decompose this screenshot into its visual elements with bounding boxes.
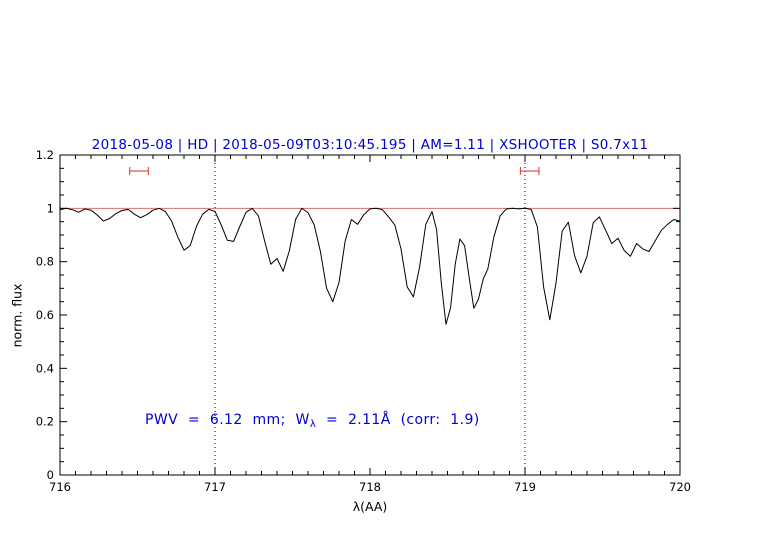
svg-text:720: 720 <box>669 480 691 494</box>
svg-text:1.2: 1.2 <box>36 148 54 162</box>
pwv-annotation-text: PWV = 6.12 mm; W <box>145 412 310 428</box>
svg-text:0: 0 <box>47 468 54 482</box>
x-axis-label: λ(AA) <box>352 499 388 514</box>
svg-text:0.8: 0.8 <box>36 255 54 269</box>
svg-text:716: 716 <box>49 480 71 494</box>
svg-text:719: 719 <box>514 480 536 494</box>
pwv-annotation-text2: = 2.11Å (corr: 1.9) <box>316 412 480 428</box>
lambda-subscript: λ <box>309 419 317 430</box>
svg-text:717: 717 <box>204 480 226 494</box>
svg-text:718: 718 <box>359 480 381 494</box>
svg-text:0.4: 0.4 <box>36 361 54 375</box>
svg-text:0.2: 0.2 <box>36 415 54 429</box>
svg-text:1: 1 <box>47 201 54 215</box>
svg-text:0.6: 0.6 <box>36 308 54 322</box>
plot-title: 2018-05-08 | HD | 2018-05-09T03:10:45.19… <box>91 137 649 153</box>
pwv-annotation: PWV = 6.12 mm; Wλ = 2.11Å (corr: 1.9) <box>145 412 480 430</box>
